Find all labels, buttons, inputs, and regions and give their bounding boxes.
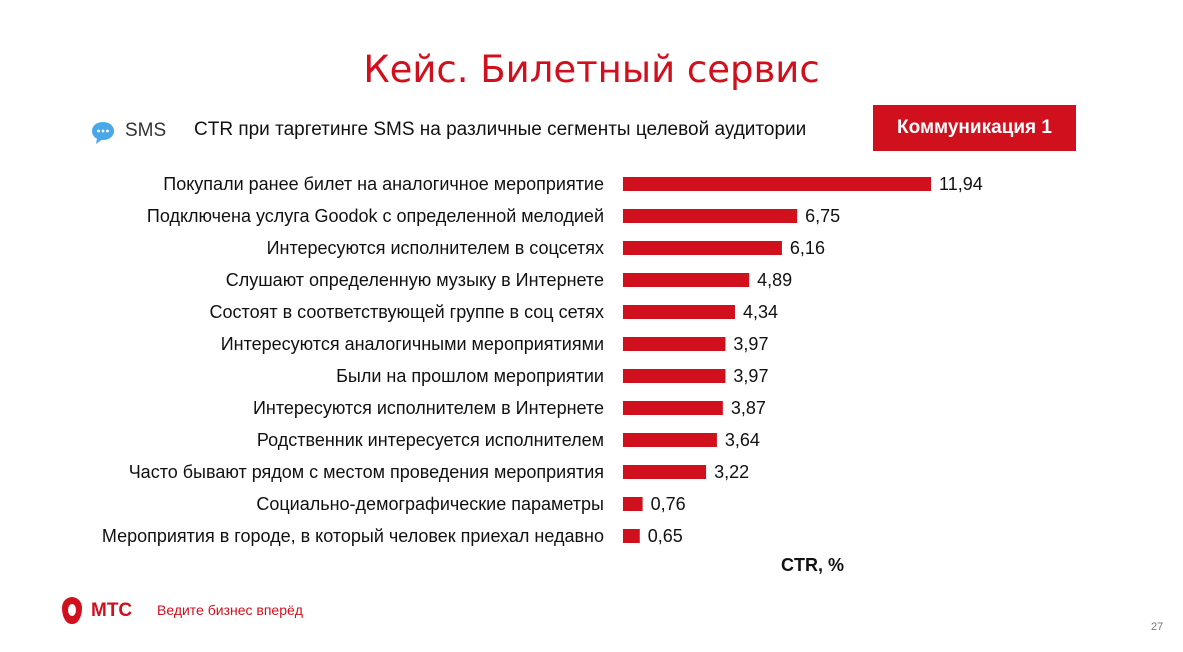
bar [623,241,782,255]
data-label: 0,65 [648,526,683,546]
category-label: Покупали ранее билет на аналогичное меро… [163,174,604,194]
bar [623,273,750,287]
data-label: 3,64 [725,430,760,450]
bar [623,497,643,511]
communication-badge: Коммуникация 1 [873,105,1076,151]
category-label: Интересуются аналогичными мероприятиями [221,334,604,354]
data-label: 3,97 [733,366,768,386]
data-label: 11,94 [939,174,983,194]
chat-bubble-icon [90,120,116,146]
category-label: Часто бывают рядом с местом проведения м… [129,462,604,482]
bar [623,529,640,543]
bar [623,433,717,447]
data-label: 6,16 [790,238,825,258]
data-label: 0,76 [651,494,686,514]
data-label: 6,75 [805,206,840,226]
x-axis-label: CTR, % [781,555,844,575]
slogan: Ведите бизнес вперёд [157,602,303,618]
data-label: 3,97 [733,334,768,354]
category-label: Интересуются исполнителем в соцсетях [267,238,604,258]
bar [623,369,726,383]
data-label: 4,34 [743,302,778,322]
bar [623,177,932,191]
bar [623,401,723,415]
sms-channel-label: SMS [125,120,167,141]
category-label: Родственник интересуется исполнителем [257,430,604,450]
page-number: 27 [1151,621,1164,633]
category-label: Были на прошлом мероприятии [336,366,604,386]
slide-title: Кейс. Билетный сервис [363,48,820,91]
category-label: Интересуются исполнителем в Интернете [253,398,604,418]
data-label: 4,89 [757,270,792,290]
category-label: Слушают определенную музыку в Интернете [226,270,604,290]
category-label: Подключена услуга Goodok с определенной … [147,206,604,226]
bar [623,465,707,479]
bar [623,209,798,223]
category-label: Социально-демографические параметры [256,494,604,514]
bar [623,337,726,351]
category-label: Мероприятия в городе, в который человек … [102,526,604,546]
mts-logo: МТС [62,597,132,624]
data-label: 3,87 [731,398,766,418]
category-label: Состоят в соответствующей группе в соц с… [210,302,604,322]
data-label: 3,22 [714,462,749,482]
logo-text: МТС [91,599,133,621]
bar [623,305,735,319]
chart-subtitle: CTR при таргетинге SMS на различные сегм… [194,119,807,140]
mts-egg-logo-icon [62,597,82,624]
